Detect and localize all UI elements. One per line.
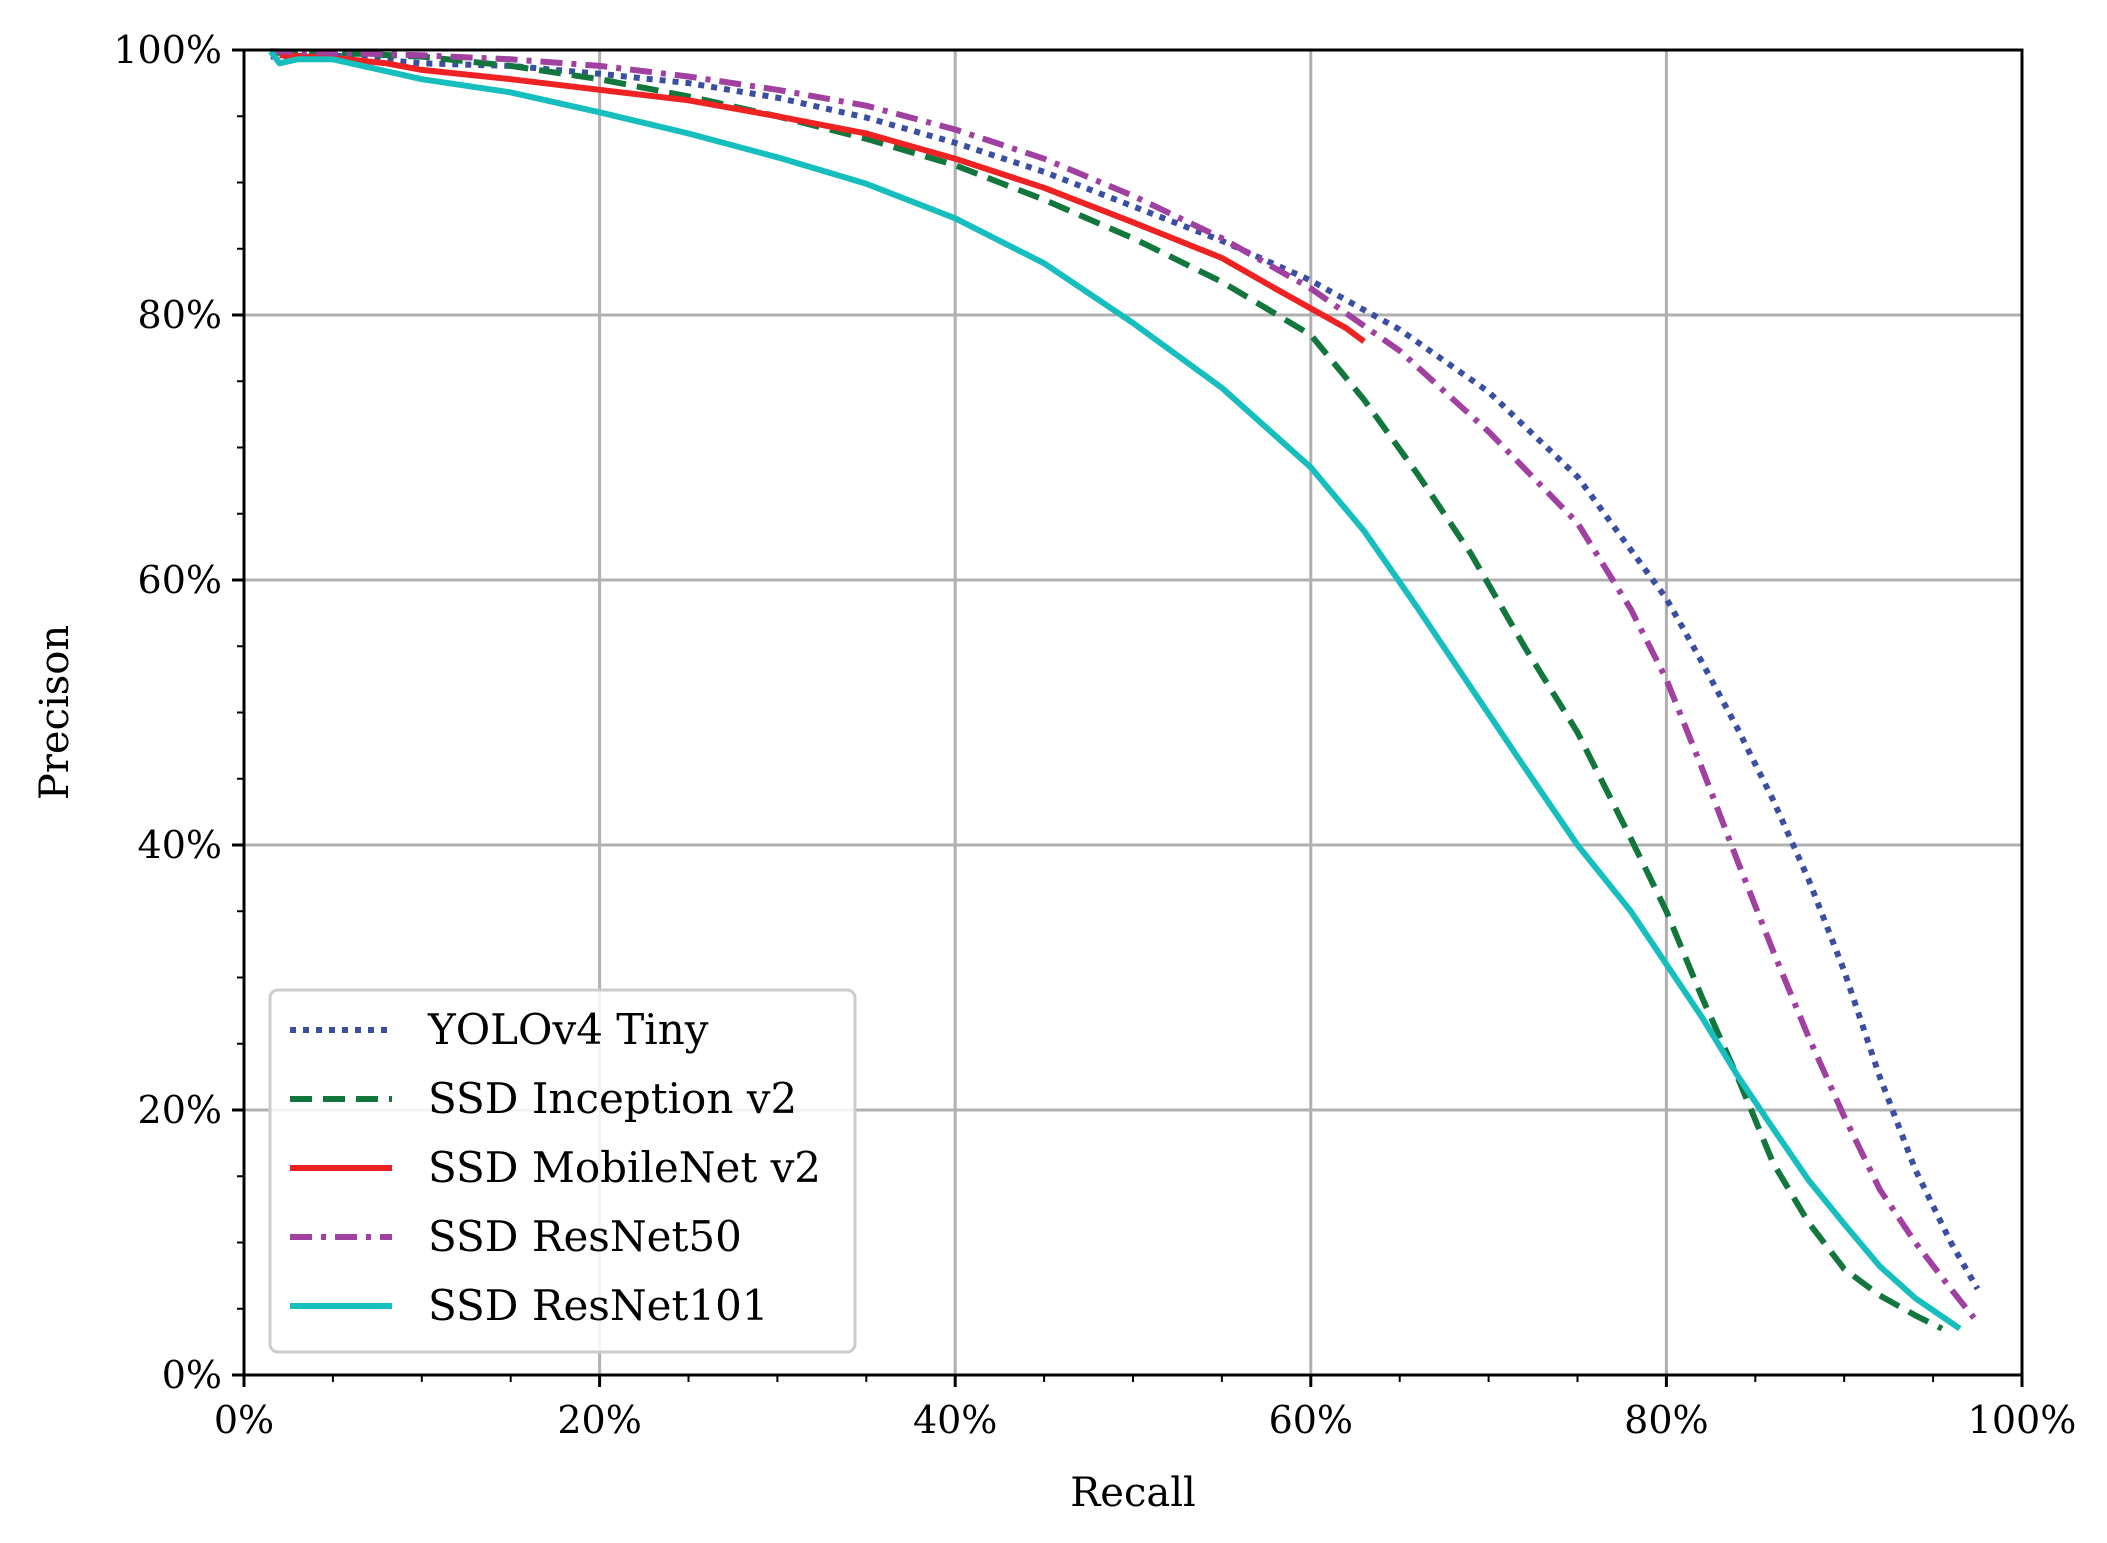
legend-label: YOLOv4 Tiny [427,1005,709,1054]
series-line-ssd-inception-v2 [276,49,1944,1332]
y-tick-label: 20% [138,1088,222,1132]
y-tick-label: 80% [138,293,222,337]
legend-label: SSD MobileNet v2 [428,1143,821,1192]
legend-box [268,988,857,1354]
y-axis-label: Precison [32,625,78,800]
x-tick-label: 80% [1624,1398,1708,1442]
legend-label: SSD ResNet101 [428,1281,769,1330]
x-axis-label: Recall [1070,1470,1196,1516]
x-tick-label: 100% [1968,1398,2077,1442]
y-tick-label: 0% [162,1353,222,1397]
y-tick-label: 40% [138,823,222,867]
series-line-ssd-resnet101 [268,49,1962,1332]
legend: YOLOv4 Tiny SSD Inception v2 SSD MobileNet… [268,988,857,1354]
y-tick-label: 60% [138,558,222,602]
ticks: 0% 20% 40% 60% 80% 100% 0% 20% 40% 60% 80% 100% [113,28,2076,1442]
legend-label: SSD Inception v2 [428,1074,797,1123]
x-tick-label: 40% [913,1398,997,1442]
y-tick-label: 100% [113,28,222,72]
x-tick-label: 60% [1269,1398,1353,1442]
series-layer [268,48,1981,1332]
series-line-yolov4-tiny [270,52,1981,1291]
legend-label: SSD ResNet50 [428,1212,742,1261]
x-tick-label: 0% [214,1398,274,1442]
x-tick-label: 20% [557,1398,641,1442]
series-line-ssd-resnet50 [270,48,1977,1320]
series-line-ssd-mobilenet-v2 [279,52,1366,344]
